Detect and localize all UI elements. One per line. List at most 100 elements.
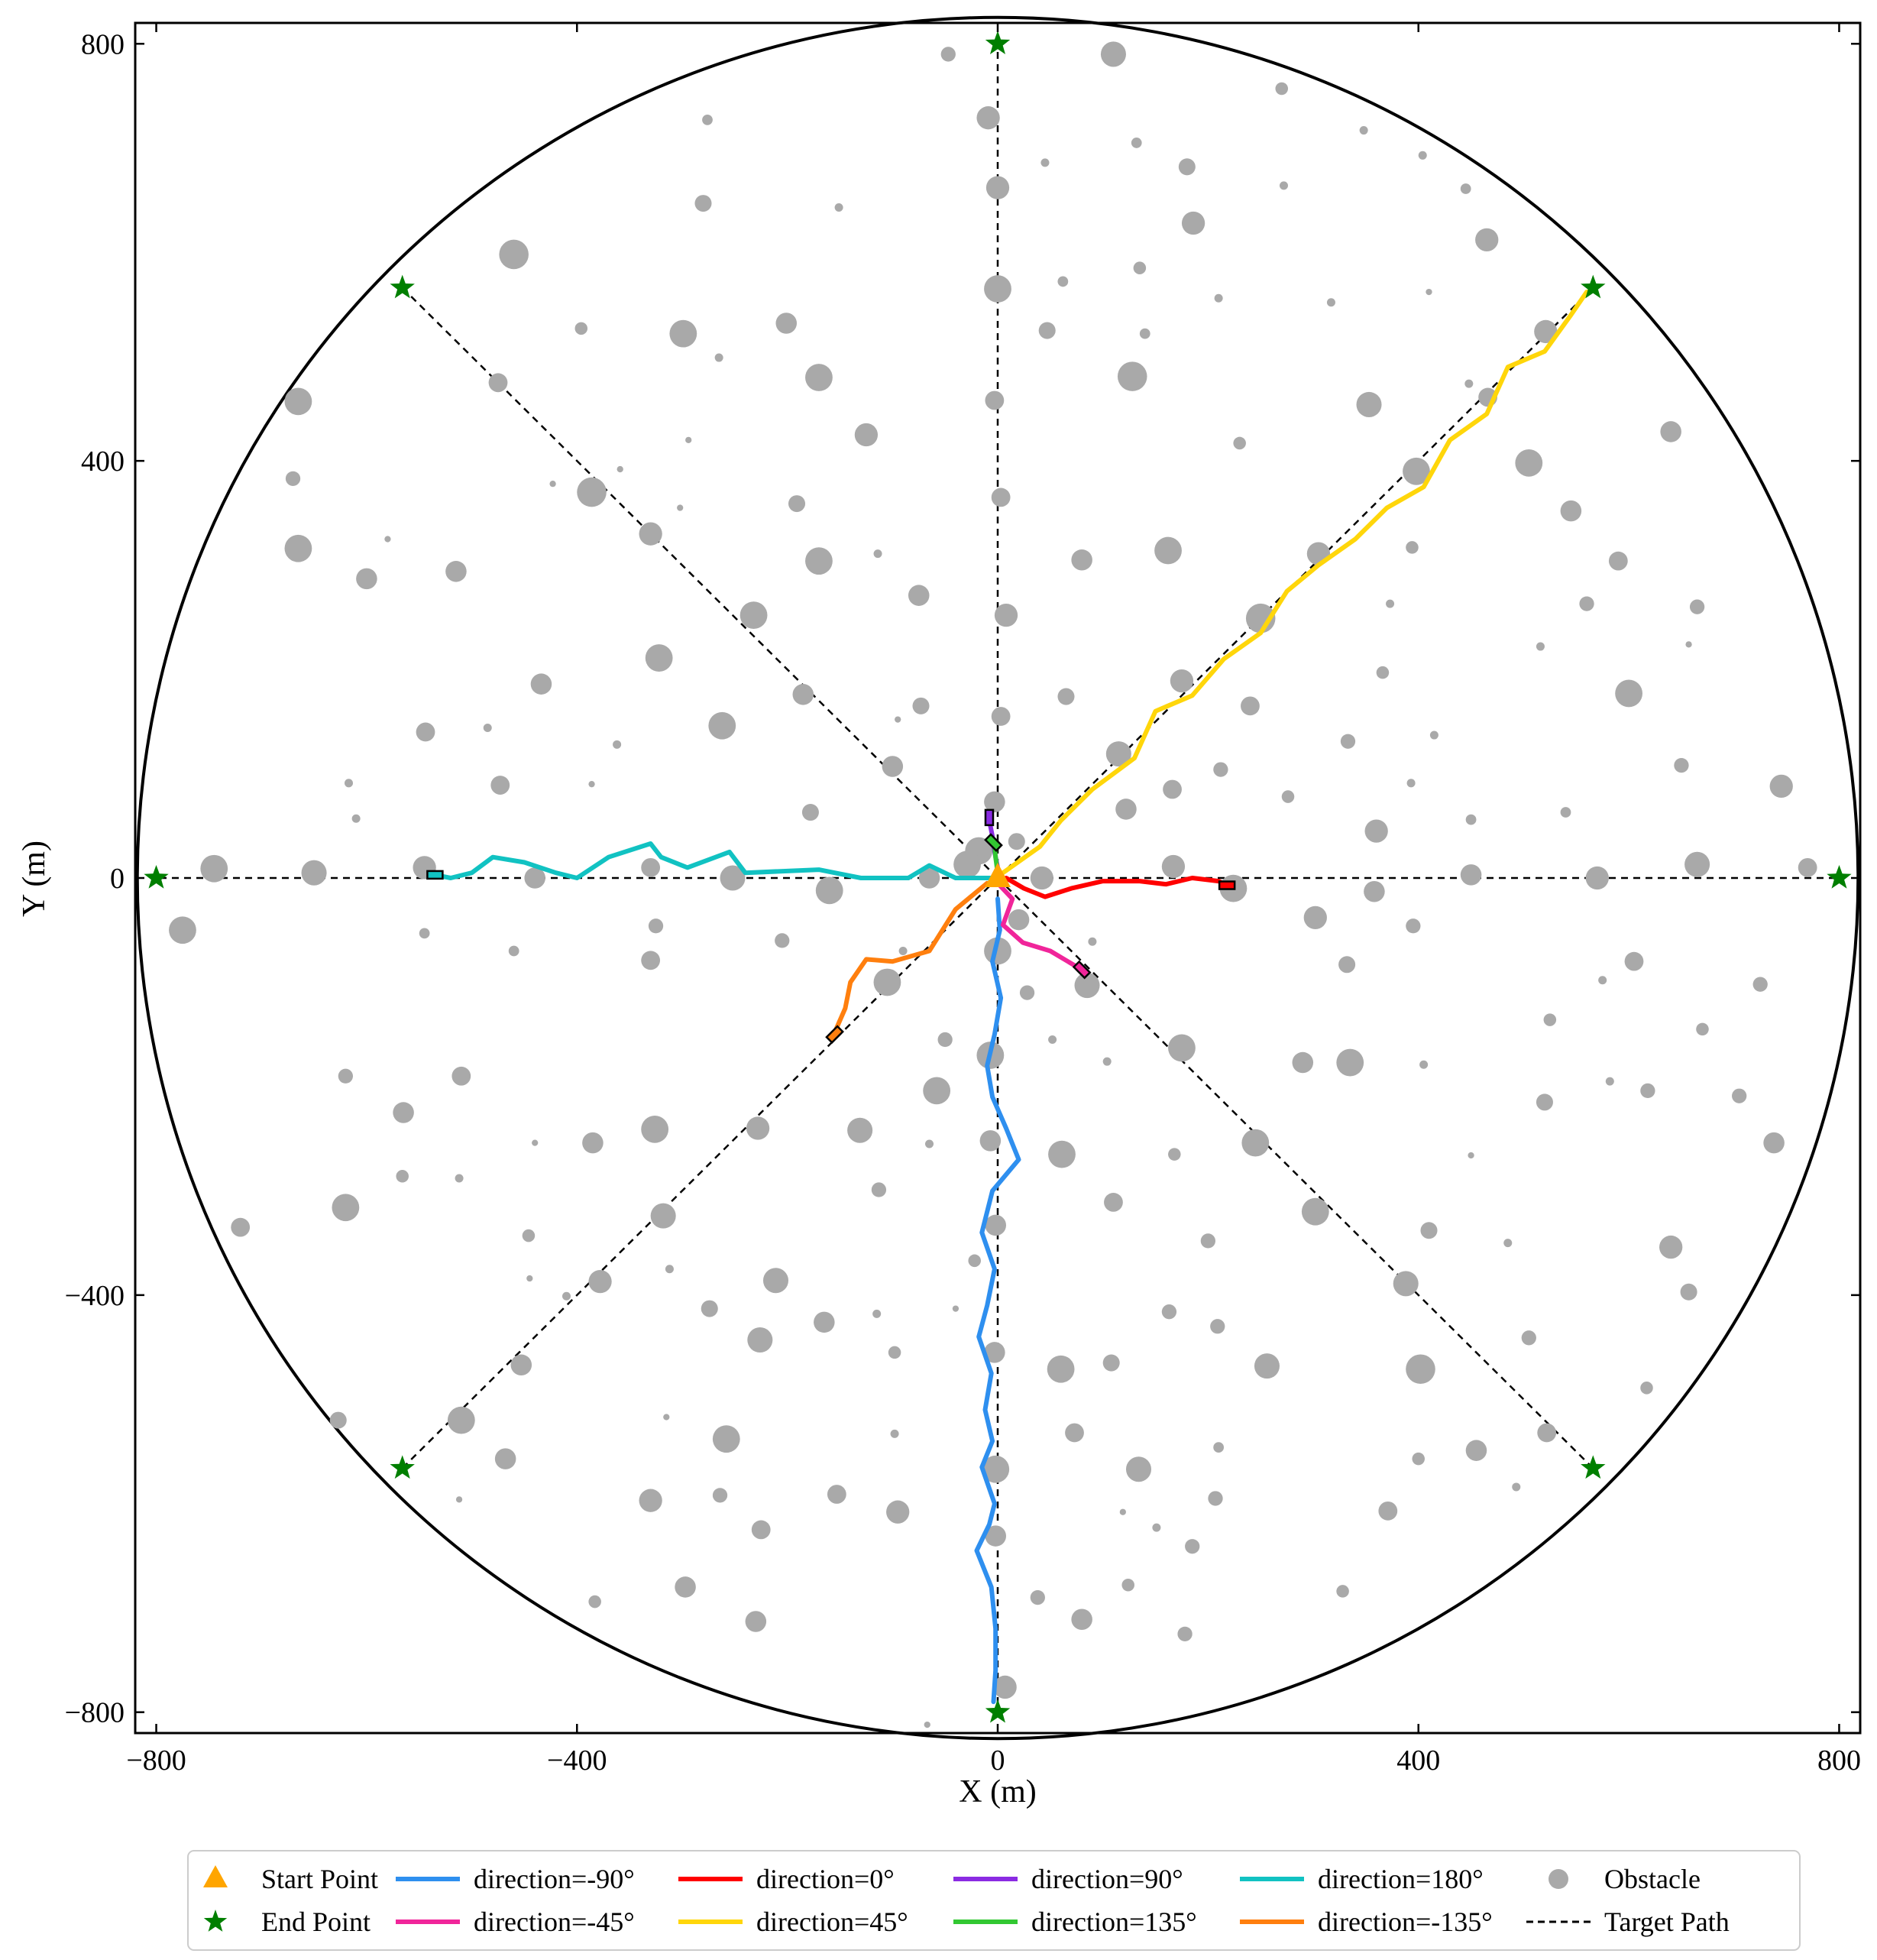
trajectory-line	[1000, 290, 1589, 876]
obstacle	[775, 313, 798, 334]
vehicle-marker	[984, 833, 1003, 852]
obstacle	[1170, 669, 1194, 693]
obstacle	[805, 364, 833, 391]
y-tick-label: −800	[65, 1697, 125, 1729]
obstacle	[1464, 379, 1474, 388]
obstacle	[393, 1102, 414, 1123]
obstacle	[549, 481, 556, 488]
obstacle	[1598, 976, 1607, 985]
obstacle	[1336, 1585, 1349, 1598]
obstacle	[530, 673, 552, 695]
obstacle	[1213, 762, 1228, 777]
legend-marker-end	[203, 1910, 228, 1932]
obstacle	[908, 585, 930, 606]
obstacle	[1104, 1193, 1123, 1212]
obstacle	[1364, 880, 1385, 902]
obstacle	[1376, 666, 1390, 679]
x-tick-label: −400	[547, 1745, 607, 1777]
obstacle	[1406, 541, 1419, 554]
obstacle	[1168, 1034, 1196, 1062]
trajectory-line	[995, 880, 1085, 973]
obstacle	[1393, 1271, 1419, 1297]
obstacle	[1152, 1523, 1161, 1532]
obstacle	[1008, 833, 1025, 850]
obstacle	[1403, 457, 1430, 485]
obstacle	[1154, 536, 1182, 565]
obstacle	[577, 477, 607, 507]
obstacle	[561, 1291, 571, 1301]
obstacle	[1680, 1283, 1697, 1301]
obstacle	[701, 1300, 718, 1317]
obstacle	[332, 1194, 360, 1222]
obstacle	[639, 1489, 662, 1512]
obstacle	[976, 106, 1000, 130]
plot-area	[135, 15, 1860, 1741]
obstacle	[396, 1170, 409, 1183]
obstacle	[284, 534, 312, 562]
end-point-marker	[390, 274, 415, 299]
obstacle	[712, 1425, 740, 1453]
obstacle	[1047, 1355, 1075, 1383]
obstacle	[1133, 261, 1147, 274]
end-point-marker	[144, 865, 169, 889]
obstacle	[1115, 799, 1137, 820]
y-axis-label: Y (m)	[17, 841, 52, 917]
legend-box	[187, 1850, 1801, 1951]
end-point-marker	[1827, 865, 1852, 889]
obstacle	[994, 603, 1018, 627]
obstacle	[746, 1116, 770, 1140]
legend-label: Start Point	[261, 1864, 378, 1894]
obstacle	[873, 968, 901, 996]
obstacle	[1640, 1083, 1655, 1099]
obstacle	[1102, 1057, 1112, 1066]
obstacle	[1254, 1353, 1280, 1379]
legend-label: Obstacle	[1604, 1864, 1701, 1894]
obstacle	[714, 353, 723, 362]
obstacle	[985, 1525, 1007, 1547]
obstacle	[827, 1485, 846, 1504]
obstacle	[231, 1217, 251, 1237]
obstacle	[588, 781, 595, 788]
obstacle	[747, 1327, 773, 1353]
obstacle	[639, 522, 662, 546]
obstacle	[694, 195, 712, 212]
trajectory-line	[1004, 876, 1230, 899]
obstacle	[285, 471, 301, 486]
obstacle	[712, 1488, 728, 1503]
obstacle	[1200, 1233, 1216, 1249]
vehicle-marker	[426, 870, 444, 880]
obstacle	[1100, 41, 1126, 67]
obstacle	[675, 1576, 696, 1598]
obstacle	[1040, 158, 1050, 167]
obstacle	[1798, 857, 1817, 877]
legend: Start Point End Point direction=-90° direct…	[187, 1850, 1801, 1951]
obstacle	[1163, 779, 1182, 799]
obstacle	[1406, 918, 1421, 934]
obstacle	[882, 756, 904, 777]
obstacle	[924, 1139, 934, 1148]
obstacle	[982, 1455, 1010, 1483]
obstacle	[979, 1130, 1002, 1152]
obstacle	[1281, 790, 1295, 803]
obstacle	[1412, 1452, 1425, 1466]
obstacle	[1178, 158, 1196, 176]
obstacle	[1732, 1088, 1747, 1103]
obstacle	[788, 495, 806, 513]
vehicle-marker	[825, 1025, 844, 1045]
obstacle	[1008, 909, 1030, 931]
obstacle	[1071, 1608, 1092, 1631]
obstacle	[1292, 1051, 1314, 1074]
obstacle	[574, 322, 588, 335]
obstacle	[984, 1342, 1005, 1363]
obstacle	[447, 1406, 475, 1434]
obstacle	[663, 1414, 670, 1421]
obstacle	[985, 176, 1010, 199]
legend-label: direction=-135°	[1318, 1907, 1493, 1937]
obstacle	[1088, 937, 1097, 946]
obstacle	[1536, 1093, 1553, 1111]
obstacle	[1585, 866, 1609, 890]
obstacle	[1406, 1354, 1435, 1385]
vehicle-marker	[1218, 880, 1236, 890]
obstacle	[338, 1068, 354, 1084]
obstacle	[522, 1229, 536, 1242]
